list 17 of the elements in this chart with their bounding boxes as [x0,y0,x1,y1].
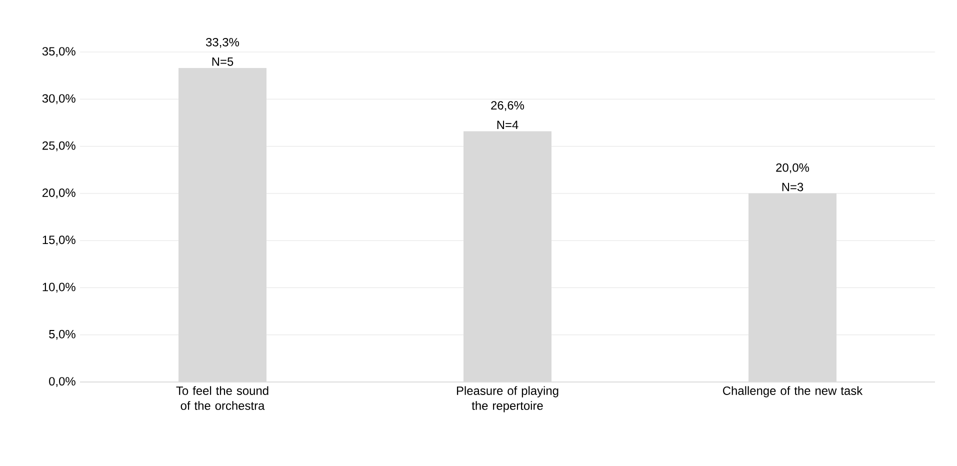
y-tick-label: 35,0% [42,47,76,57]
y-tick-label: 30,0% [42,94,76,104]
y-tick-label: 10,0% [42,282,76,293]
x-tick-label: Pleasure of playing the repertoire [456,386,558,412]
y-tick-label: 15,0% [42,236,76,246]
y-tick-label: 25,0% [42,141,76,152]
annotation: N=3 [782,182,804,192]
data-label: 33,3% [206,38,240,48]
annotation: N=4 [497,120,518,129]
y-tick-label: 0,0% [49,377,76,387]
data-label: 26,6% [491,101,524,111]
data-label: 20,0% [776,163,810,174]
x-tick-label: Challenge of the new task [723,386,863,398]
annotation: N=5 [212,57,234,66]
y-tick-label: 5,0% [49,330,76,340]
y-tick-label: 20,0% [42,188,76,198]
x-tick-label: To feel the sound of the orchestra [176,386,268,410]
